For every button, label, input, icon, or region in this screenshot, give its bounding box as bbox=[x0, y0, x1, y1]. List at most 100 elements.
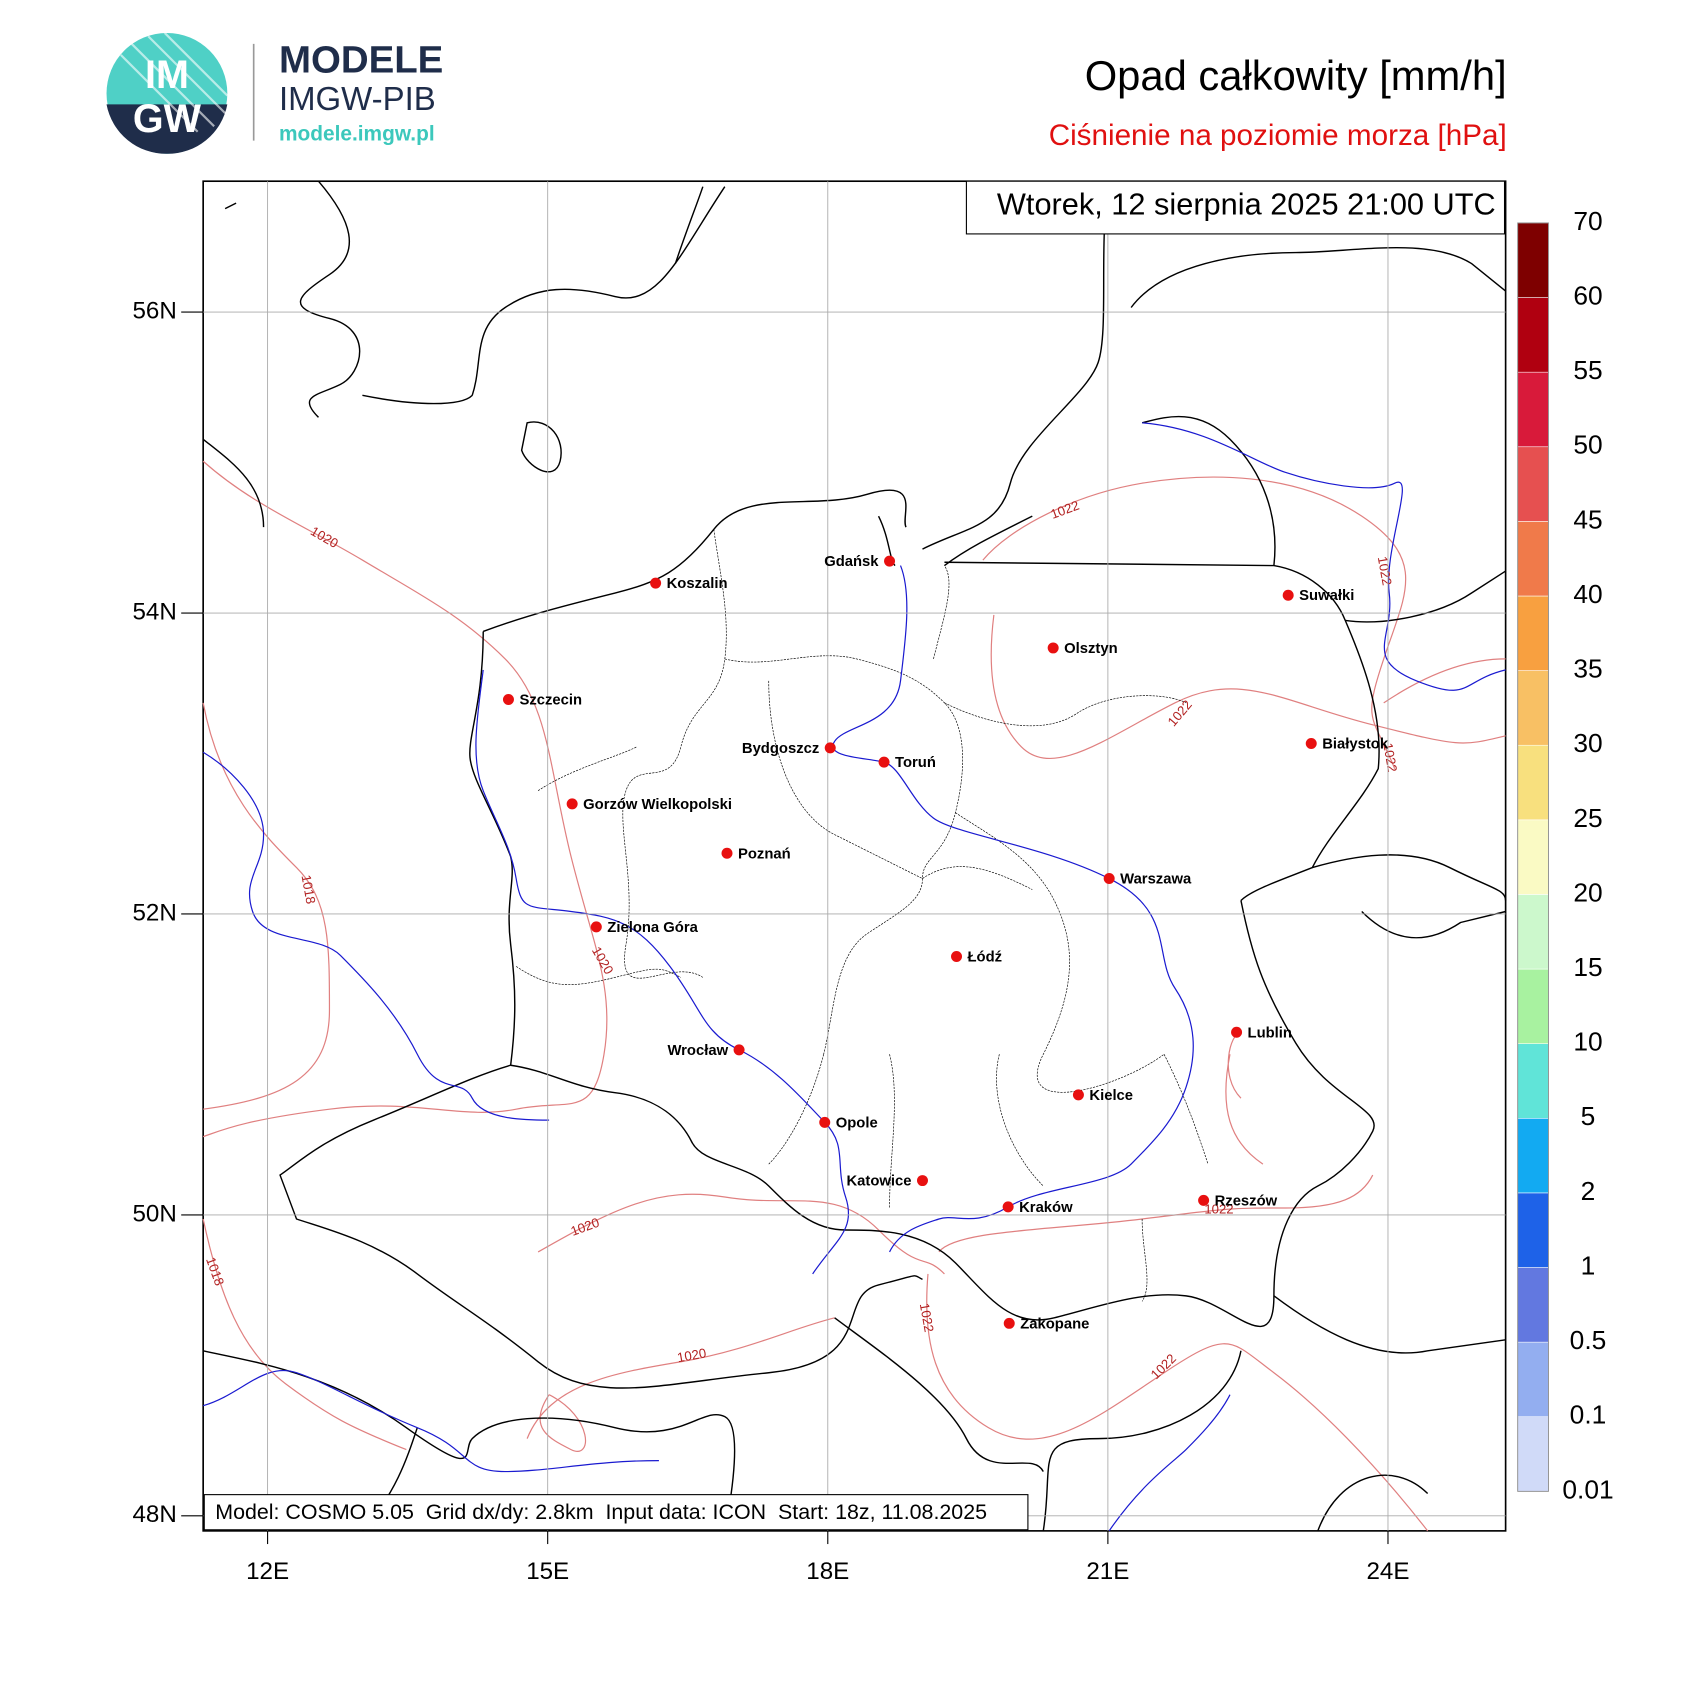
city-marker bbox=[733, 1044, 745, 1056]
isobar-label: 1022 bbox=[1375, 555, 1395, 586]
logo-url: modele.imgw.pl bbox=[279, 123, 435, 146]
city-marker bbox=[502, 694, 514, 706]
x-tick-label: 18E bbox=[806, 1558, 849, 1585]
city-marker bbox=[884, 555, 896, 567]
city-marker bbox=[1198, 1194, 1210, 1206]
colorbar-label: 0.01 bbox=[1562, 1474, 1613, 1504]
cities: Gdańsk Koszalin Suwałki Olsztyn Szczecin Biał… bbox=[502, 554, 1389, 1332]
colorbar-label: 35 bbox=[1573, 654, 1602, 684]
isobar-label: 1022 bbox=[1380, 742, 1400, 773]
city-label: Gorzów Wielkopolski bbox=[583, 797, 732, 813]
city-label: Łódź bbox=[968, 950, 1003, 966]
logo-mark-bottom: GW bbox=[133, 97, 202, 141]
colorbar-label: 1 bbox=[1581, 1250, 1596, 1280]
colorbar-box bbox=[1517, 446, 1549, 522]
subtitle: Ciśnienie na poziomie morza [hPa] bbox=[1049, 119, 1507, 152]
colorbar-box bbox=[1517, 1118, 1549, 1194]
rivers bbox=[202, 422, 1506, 1532]
city-marker bbox=[650, 577, 662, 589]
colorbar-label: 2 bbox=[1581, 1176, 1596, 1206]
city-label: Rzeszów bbox=[1215, 1193, 1278, 1209]
city-label: Szczecin bbox=[519, 693, 582, 709]
time-box bbox=[965, 180, 1506, 235]
colorbar-box bbox=[1517, 595, 1549, 671]
title: Opad całkowity [mm/h] bbox=[1085, 52, 1507, 99]
colorbar-box bbox=[1517, 521, 1549, 597]
colorbar-label: 45 bbox=[1573, 504, 1602, 534]
coastline-borders bbox=[202, 180, 1507, 1532]
colorbar-box bbox=[1517, 744, 1549, 821]
city-label: Białystok bbox=[1322, 736, 1389, 752]
model-info-box bbox=[203, 1494, 1029, 1531]
y-tick-label: 54N bbox=[132, 598, 176, 625]
city-label: Zielona Góra bbox=[607, 920, 698, 936]
logo-base bbox=[106, 104, 228, 154]
colorbar-label: 50 bbox=[1573, 430, 1602, 460]
colorbar-label: 0.1 bbox=[1570, 1400, 1607, 1430]
city-label: Kraków bbox=[1019, 1200, 1073, 1216]
colorbar-frame bbox=[1517, 222, 1549, 1492]
logo-org: IMGW-PIB bbox=[279, 80, 436, 117]
x-tick-label: 12E bbox=[246, 1558, 289, 1585]
isobar-label: 1022 bbox=[1204, 1202, 1233, 1217]
city-label: Koszalin bbox=[667, 576, 728, 592]
city-label: Gdańsk bbox=[824, 554, 879, 570]
city-marker bbox=[878, 756, 890, 768]
y-tick-label: 48N bbox=[132, 1501, 176, 1528]
city-label: Warszawa bbox=[1120, 872, 1192, 888]
map-axes: 12E 15E 18E 21E 24E 48N 50N 52N 54N 56N bbox=[132, 181, 1506, 1585]
city-marker bbox=[721, 847, 733, 859]
colorbar-label: 25 bbox=[1573, 803, 1602, 833]
city-marker bbox=[819, 1116, 831, 1128]
city-label: Kielce bbox=[1089, 1088, 1133, 1104]
map-frame bbox=[202, 180, 1507, 1532]
y-tick-label: 50N bbox=[132, 1200, 176, 1227]
colorbar-box bbox=[1517, 1192, 1549, 1268]
city-marker bbox=[1002, 1201, 1014, 1213]
logo-stripes bbox=[120, 32, 229, 133]
city-marker bbox=[1305, 737, 1317, 749]
isobar-label: 1022 bbox=[917, 1302, 937, 1333]
colorbar-box bbox=[1517, 371, 1549, 448]
x-tick-label: 15E bbox=[526, 1558, 569, 1585]
colorbar-label: 70 bbox=[1573, 206, 1602, 236]
city-marker bbox=[590, 921, 602, 933]
city-marker bbox=[1231, 1026, 1243, 1038]
colorbar-box bbox=[1517, 894, 1549, 970]
colorbar-box bbox=[1517, 222, 1549, 298]
colorbar-box bbox=[1517, 670, 1549, 746]
colorbar-box bbox=[1517, 1043, 1549, 1119]
city-label: Olsztyn bbox=[1064, 641, 1118, 657]
city-marker bbox=[1103, 873, 1115, 885]
city-label: Wrocław bbox=[667, 1043, 728, 1059]
colorbar-box bbox=[1517, 1341, 1549, 1418]
city-label: Zakopane bbox=[1020, 1316, 1089, 1332]
valid-time: Wtorek, 12 sierpnia 2025 21:00 UTC bbox=[997, 187, 1496, 222]
colorbar-box bbox=[1517, 297, 1549, 373]
colorbar-label: 5 bbox=[1581, 1101, 1596, 1131]
province-borders bbox=[515, 529, 1209, 1302]
logo-brand: MODELE bbox=[279, 38, 443, 81]
colorbar-box bbox=[1517, 1416, 1549, 1492]
city-marker bbox=[1072, 1089, 1084, 1101]
city-marker bbox=[1003, 1317, 1015, 1329]
city-marker bbox=[951, 951, 963, 963]
isobar-label: 1018 bbox=[299, 874, 319, 905]
y-tick-label: 52N bbox=[132, 899, 176, 926]
colorbar-label: 40 bbox=[1573, 579, 1602, 609]
colorbar-box bbox=[1517, 1267, 1549, 1343]
y-tick-label: 56N bbox=[132, 297, 176, 324]
city-marker bbox=[1047, 642, 1059, 654]
colorbar-box bbox=[1517, 968, 1549, 1044]
x-tick-label: 24E bbox=[1366, 1558, 1409, 1585]
city-label: Poznań bbox=[738, 846, 791, 862]
colorbar-label: 55 bbox=[1573, 355, 1602, 385]
city-label: Katowice bbox=[846, 1174, 911, 1190]
colorbar-label: 60 bbox=[1573, 280, 1602, 310]
city-marker bbox=[916, 1175, 928, 1187]
colorbar-box bbox=[1517, 819, 1549, 895]
colorbar-label: 10 bbox=[1573, 1027, 1602, 1057]
